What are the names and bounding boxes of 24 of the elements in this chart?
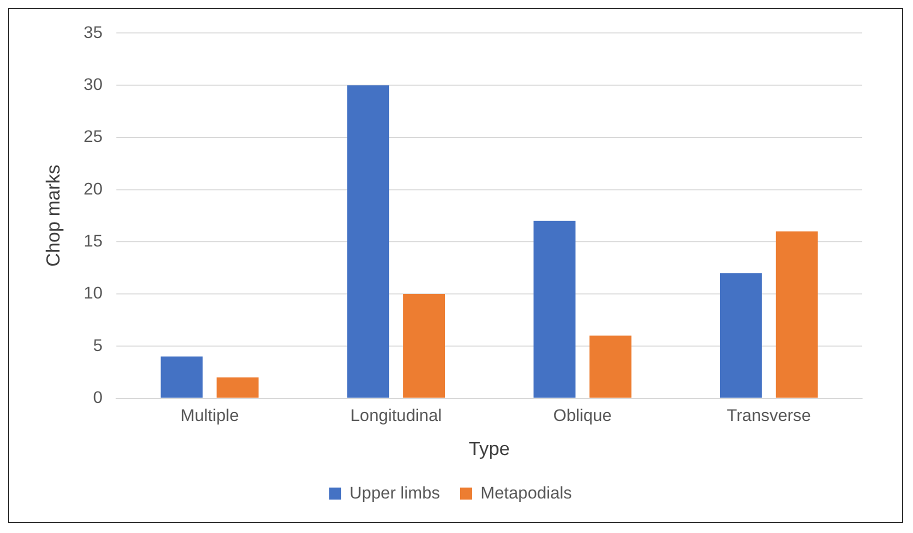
y-tick-label: 15: [84, 231, 102, 250]
y-tick-label: 0: [93, 388, 102, 407]
x-tick-label: Oblique: [553, 406, 612, 426]
y-tick-label: 20: [84, 179, 102, 198]
y-tick-label: 5: [93, 336, 102, 355]
x-tick-label: Multiple: [180, 406, 239, 426]
legend-label: Metapodials: [480, 483, 572, 502]
bar: [776, 231, 818, 398]
bar: [403, 294, 446, 398]
legend-label: Upper limbs: [350, 483, 440, 502]
bar: [720, 273, 762, 398]
y-tick-label: 25: [84, 127, 102, 146]
x-axis-title: Type: [468, 439, 510, 460]
x-tick-label: Longitudinal: [350, 406, 442, 426]
bar: [589, 336, 632, 398]
y-tick-label: 30: [84, 74, 102, 94]
y-tick-label: 35: [84, 22, 102, 42]
bar: [216, 377, 259, 398]
y-axis-title: Chop marks: [44, 164, 65, 267]
y-tick-label: 10: [84, 284, 102, 303]
bar: [534, 220, 576, 398]
bar: [160, 356, 203, 398]
x-tick-label: Transverse: [726, 406, 811, 426]
bar: [347, 85, 390, 398]
